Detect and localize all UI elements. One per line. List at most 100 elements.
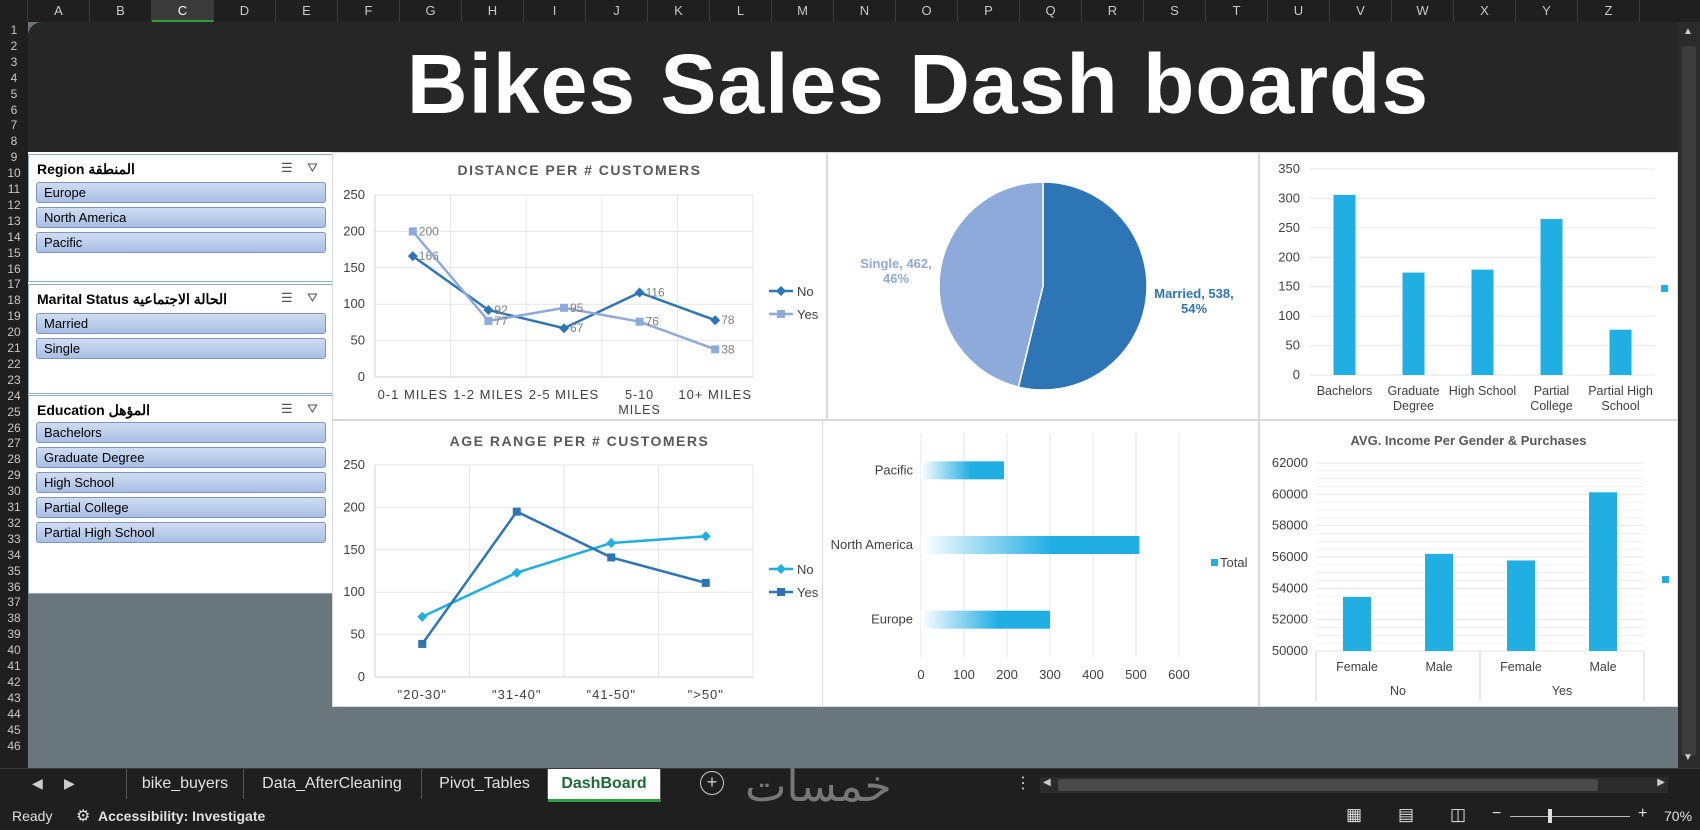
zoom-in-icon[interactable]: + [1638, 805, 1648, 822]
column-header-t[interactable]: T [1206, 0, 1268, 22]
column-header-j[interactable]: J [586, 0, 648, 22]
vertical-scrollbar[interactable]: ▲ ▼ [1678, 22, 1700, 768]
normal-view-icon[interactable]: ▦ [1346, 805, 1363, 824]
slicer-item-north-america[interactable]: North America [36, 207, 326, 228]
row-header-23[interactable]: 23 [7, 372, 21, 387]
multi-select-icon[interactable]: ☰ [281, 290, 293, 305]
row-header-44[interactable]: 44 [7, 706, 21, 721]
row-header-22[interactable]: 22 [7, 356, 21, 371]
row-header-17[interactable]: 17 [7, 277, 21, 292]
row-header-33[interactable]: 33 [7, 531, 21, 546]
slicer-item-partial-high-school[interactable]: Partial High School [36, 522, 326, 543]
column-header-k[interactable]: K [648, 0, 710, 22]
row-header-2[interactable]: 2 [10, 38, 18, 53]
row-header-30[interactable]: 30 [7, 484, 21, 499]
education-bar-panel[interactable]: 0 50 100 150 200 250 300 350 Bachelors Graduate De… [1259, 152, 1678, 420]
zoom-slider[interactable] [1510, 816, 1630, 817]
row-header-42[interactable]: 42 [7, 674, 21, 689]
slicer-item-married[interactable]: Married [36, 313, 326, 334]
page-break-icon[interactable]: ◫ [1450, 805, 1467, 824]
row-header-43[interactable]: 43 [7, 690, 21, 705]
column-header-i[interactable]: I [524, 0, 586, 22]
multi-select-icon[interactable]: ☰ [281, 401, 293, 416]
marital-pie-panel[interactable]: Married, 538, 54% Single, 462, 46% [827, 152, 1259, 420]
hscroll-left-icon[interactable]: ◀ [1043, 777, 1051, 788]
column-header-c[interactable]: C [152, 0, 214, 22]
more-options-icon[interactable]: ⋮ [1015, 775, 1031, 792]
tab-pivot-tables[interactable]: Pivot_Tables [422, 769, 548, 799]
column-header-z[interactable]: Z [1578, 0, 1640, 22]
column-header-q[interactable]: Q [1020, 0, 1082, 22]
row-header-24[interactable]: 24 [7, 388, 21, 403]
row-header-18[interactable]: 18 [7, 293, 21, 308]
column-header-r[interactable]: R [1082, 0, 1144, 22]
horizontal-scrollbar[interactable]: ◀ ▶ [1040, 777, 1668, 793]
page-layout-icon[interactable]: ▤ [1398, 805, 1415, 824]
column-header-d[interactable]: D [214, 0, 276, 22]
row-header-28[interactable]: 28 [7, 452, 21, 467]
row-header-38[interactable]: 38 [7, 611, 21, 626]
column-header-v[interactable]: V [1330, 0, 1392, 22]
column-header-g[interactable]: G [400, 0, 462, 22]
column-header-e[interactable]: E [276, 0, 338, 22]
region-bar-panel[interactable]: 0 100 200 300 400 500 600 Pacific North America E… [822, 420, 1259, 707]
scroll-thumb[interactable] [1682, 46, 1696, 756]
accessibility-icon[interactable]: ⚙ [76, 808, 91, 825]
scroll-up-icon[interactable]: ▲ [1683, 26, 1693, 37]
column-header-p[interactable]: P [958, 0, 1020, 22]
slicer-item-europe[interactable]: Europe [36, 182, 326, 203]
scroll-down-icon[interactable]: ▼ [1683, 752, 1693, 763]
row-header-20[interactable]: 20 [7, 325, 21, 340]
column-header-m[interactable]: M [772, 0, 834, 22]
row-header-32[interactable]: 32 [7, 515, 21, 530]
slicer-item-high-school[interactable]: High School [36, 472, 326, 493]
clear-filter-icon[interactable]: ⛛ [307, 401, 318, 416]
row-header-36[interactable]: 36 [7, 579, 21, 594]
tab-bike-buyers[interactable]: bike_buyers [126, 769, 244, 799]
column-header-l[interactable]: L [710, 0, 772, 22]
distance-chart-panel[interactable]: DISTANCE PER # CUSTOMERS 0 50 100 150 200 250… [332, 152, 827, 420]
zoom-out-icon[interactable]: − [1492, 805, 1502, 822]
row-header-35[interactable]: 35 [7, 563, 21, 578]
slicer-item-single[interactable]: Single [36, 338, 326, 359]
row-header-34[interactable]: 34 [7, 547, 21, 562]
row-header-3[interactable]: 3 [10, 54, 18, 69]
slicer-item-pacific[interactable]: Pacific [36, 232, 326, 253]
clear-filter-icon[interactable]: ⛛ [307, 290, 318, 305]
slicer-item-bachelors[interactable]: Bachelors [36, 422, 326, 443]
row-header-41[interactable]: 41 [7, 659, 21, 673]
income-bar-panel[interactable]: AVG. Income Per Gender & Purchases 50000… [1259, 420, 1678, 707]
column-header-n[interactable]: N [834, 0, 896, 22]
slicer-item-partial-college[interactable]: Partial College [36, 497, 326, 518]
column-header-w[interactable]: W [1392, 0, 1454, 22]
row-header-29[interactable]: 29 [7, 468, 21, 483]
row-header-1[interactable]: 1 [10, 23, 18, 37]
row-header-13[interactable]: 13 [7, 213, 21, 228]
age-chart-panel[interactable]: AGE RANGE PER # CUSTOMERS 0 50 100 150 200 25… [332, 420, 827, 707]
row-header-39[interactable]: 39 [7, 627, 21, 642]
column-header-f[interactable]: F [338, 0, 400, 22]
column-header-h[interactable]: H [462, 0, 524, 22]
column-header-a[interactable]: A [28, 0, 90, 22]
column-header-b[interactable]: B [90, 0, 152, 22]
add-sheet-icon[interactable]: + [700, 771, 724, 795]
row-header-46[interactable]: 46 [7, 738, 21, 753]
row-header-16[interactable]: 16 [7, 261, 21, 276]
row-header-11[interactable]: 11 [7, 182, 21, 196]
column-header-u[interactable]: U [1268, 0, 1330, 22]
row-header-8[interactable]: 8 [10, 134, 18, 149]
row-header-6[interactable]: 6 [10, 102, 18, 117]
row-header-12[interactable]: 12 [7, 197, 21, 212]
accessibility-status[interactable]: Accessibility: Investigate [98, 808, 266, 824]
row-header-15[interactable]: 15 [7, 245, 21, 260]
row-header-27[interactable]: 27 [7, 436, 21, 451]
column-header-y[interactable]: Y [1516, 0, 1578, 22]
row-header-45[interactable]: 45 [7, 722, 21, 737]
row-header-21[interactable]: 21 [7, 341, 21, 355]
row-header-40[interactable]: 40 [7, 643, 21, 658]
hscroll-thumb[interactable] [1058, 779, 1598, 791]
tab-dashboard[interactable]: DashBoard [548, 769, 661, 802]
row-header-10[interactable]: 10 [7, 166, 21, 181]
row-header-19[interactable]: 19 [7, 309, 21, 324]
hscroll-right-icon[interactable]: ▶ [1657, 777, 1665, 788]
